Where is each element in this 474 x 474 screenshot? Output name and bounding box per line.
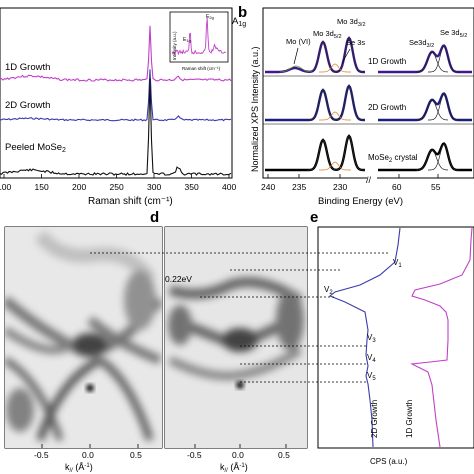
xps-component <box>415 51 449 73</box>
xps-ann-se-3s: Se 3s <box>346 38 365 47</box>
cps-label-2d: 2D Growth <box>370 400 379 438</box>
xps-component <box>319 161 351 171</box>
arpes-1d-tick-label: 0.0 <box>232 450 244 460</box>
xps-tick-label: 60 <box>392 182 402 192</box>
raman-trace-1d <box>0 25 232 82</box>
raman-inset: Intensity (a.u.) Raman shift (cm⁻¹) E1g … <box>169 11 229 71</box>
arpes-1d-tick-label: 0.5 <box>278 450 290 460</box>
xps-arrow-se-3s <box>341 48 351 64</box>
cps-trace-2d <box>328 227 401 448</box>
xps-component <box>319 63 351 73</box>
raman-label-peeled: Peeled MoSe2 <box>5 142 66 154</box>
xps-component <box>333 85 365 121</box>
raman-tick-label: 200 <box>72 182 86 192</box>
raman-frame <box>0 7 233 179</box>
raman-panel: 1D Growth 2D Growth Peeled MoSe2 A1g Int… <box>0 7 246 207</box>
inset-peak-e1g: E1g <box>183 37 191 43</box>
xps-component <box>415 99 449 121</box>
xps-xlabel: Binding Energy (eV) <box>318 196 403 207</box>
xps-arrow-mo-vi <box>293 47 299 65</box>
xps-label-2d: 2D Growth <box>368 103 406 112</box>
raman-tick-label: 400 <box>222 182 236 192</box>
xps-component <box>415 149 449 171</box>
panel-letter-e: e <box>310 209 318 226</box>
arpes-1d-tick-label: -0.5 <box>187 450 202 460</box>
xps-ann-se-3d32: Se3d3/2 <box>409 38 434 49</box>
cps-trace-1d <box>410 227 473 448</box>
cps-v1: V1 <box>393 258 402 269</box>
xps-component <box>307 41 339 73</box>
xps-label-crystal: MoSe2 crystal <box>368 153 418 164</box>
arpes-2d-x-ticks: -0.5 0.0 0.5 <box>34 444 142 460</box>
raman-tick-label: 100 <box>0 182 11 192</box>
xps-tick-label: 240 <box>261 182 275 192</box>
arpes-2d-tick-label: -0.5 <box>34 450 49 460</box>
raman-tick-label: 250 <box>110 182 124 192</box>
raman-tick-label: 350 <box>185 182 199 192</box>
dashed-guides <box>90 252 390 383</box>
cps-panel: e 2D Growth 1D Growth V1 V2 V3 V4 V5 CPS… <box>310 209 474 466</box>
inset-ylabel: Intensity (a.u.) <box>172 31 177 60</box>
xps-component <box>307 139 339 171</box>
xps-component-mo-vi <box>280 65 312 73</box>
xps-component <box>307 89 339 121</box>
arpes-2d-tick-label: 0.0 <box>82 450 94 460</box>
cps-label-1d: 1D Growth <box>405 400 414 438</box>
panel-letter-d: d <box>150 209 159 226</box>
xps-x-ticks: 240 235 230 60 55 <box>261 174 441 192</box>
xps-ylabel: Normalized XPS Intensity (a.u.) <box>250 46 260 172</box>
raman-xlabel: Raman shift (cm⁻¹) <box>88 196 173 207</box>
raman-trace-peeled <box>0 78 232 177</box>
xps-ann-se-3d52: Se 3d5/2 <box>440 28 467 39</box>
cps-v3: V3 <box>367 333 376 344</box>
raman-tick-label: 150 <box>35 182 49 192</box>
arpes-1d-x-ticks: -0.5 0.0 0.5 <box>187 444 290 460</box>
cps-v4: V4 <box>367 353 376 364</box>
cps-xlabel: CPS (a.u.) <box>370 457 408 466</box>
panel-letter-b: b <box>238 4 247 21</box>
xps-tick-label: 55 <box>431 182 441 192</box>
xps-ann-mo-vi: Mo (VI) <box>286 37 311 46</box>
xps-tick-label: 235 <box>292 182 306 192</box>
xps-ann-mo-3d32: Mo 3d3/2 <box>337 17 366 28</box>
xps-label-1d: 1D Growth <box>368 57 406 66</box>
arpes-2d-tick-label: 0.5 <box>130 450 142 460</box>
gap-label: 0.22eV <box>165 274 192 284</box>
arpes-2d-xlabel: k// (Å-1) <box>65 462 93 474</box>
xps-tick-label: 230 <box>333 182 347 192</box>
raman-label-1d: 1D Growth <box>5 62 50 73</box>
xps-component <box>333 37 365 73</box>
xps-component <box>319 111 351 121</box>
raman-tick-label: 300 <box>147 182 161 192</box>
arpes-panel-1d: d -0.5 0.0 0.5 k// (Å-1) <box>150 209 308 474</box>
cps-v5: V5 <box>367 371 376 382</box>
raman-label-2d: 2D Growth <box>5 100 50 111</box>
raman-trace-2d <box>0 69 232 122</box>
xps-component <box>428 45 460 73</box>
arpes-panel-2d: -0.5 0.0 0.5 k// (Å-1) <box>4 226 163 474</box>
cps-frame <box>317 226 474 449</box>
inset-peak-e2g: E2g <box>206 14 214 20</box>
xps-component <box>428 93 460 121</box>
xps-panel: b // Normalized XPS Intensity (a.u.) Mo … <box>238 4 474 207</box>
raman-x-ticks: 100 150 200 250 300 350 400 <box>0 174 236 192</box>
xps-component <box>428 143 460 171</box>
arpes-1d-xlabel: k// (Å-1) <box>220 462 248 474</box>
xps-component <box>333 135 365 171</box>
cps-v2: V2 <box>324 285 333 296</box>
inset-xlabel: Raman shift (cm⁻¹) <box>182 66 221 71</box>
xps-ann-mo-3d52: Mo 3d5/2 <box>313 29 342 40</box>
xps-axis-break: // <box>366 175 372 185</box>
